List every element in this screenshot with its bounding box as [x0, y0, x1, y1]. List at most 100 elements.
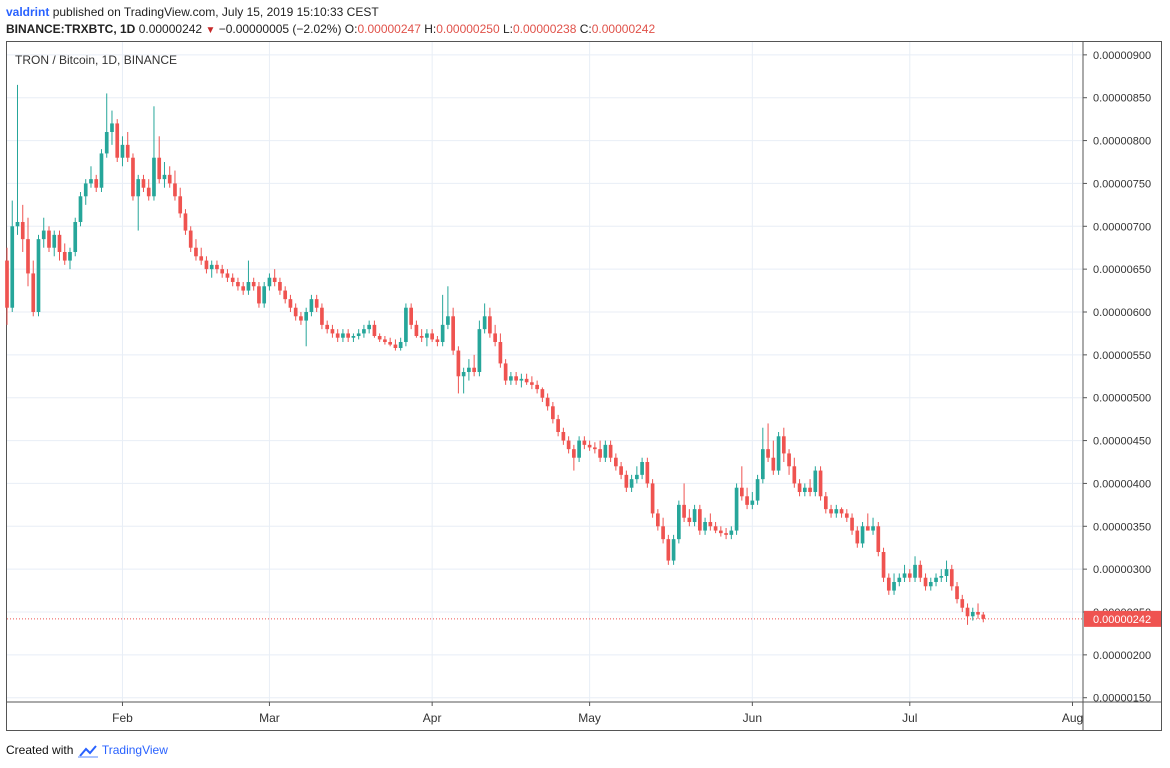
- candle-body: [755, 479, 760, 501]
- candle-body: [131, 157, 135, 197]
- candle-body: [745, 496, 749, 505]
- candle-body: [650, 483, 655, 514]
- x-tick-label: Aug: [1062, 711, 1083, 725]
- candle-body: [556, 419, 560, 432]
- candle-body: [47, 230, 51, 248]
- candle-body: [771, 457, 776, 471]
- candle-body: [146, 187, 151, 197]
- candle-body: [15, 222, 20, 227]
- candle-body: [640, 462, 644, 475]
- candle-body: [865, 526, 870, 531]
- y-tick-label: 0.00000400: [1093, 478, 1151, 490]
- candle-body: [94, 179, 99, 188]
- chart-title: TRON / Bitcoin, 1D, BINANCE: [15, 53, 178, 67]
- candle-body: [377, 336, 382, 340]
- y-tick-label: 0.00000450: [1093, 436, 1151, 448]
- y-tick-label: 0.00000650: [1093, 264, 1151, 276]
- candle-body: [89, 179, 93, 184]
- x-tick-label: Mar: [259, 711, 280, 725]
- candle-body: [115, 123, 120, 158]
- candle-body: [944, 569, 949, 576]
- y-tick-label: 0.00000850: [1093, 93, 1151, 105]
- candle-body: [834, 509, 839, 514]
- candle-body: [666, 539, 671, 561]
- candle-body: [551, 406, 555, 420]
- candle-body: [792, 466, 797, 484]
- candle-body: [41, 230, 46, 240]
- candle-body: [304, 312, 309, 321]
- candle-body: [456, 350, 461, 377]
- candle-body: [734, 487, 739, 531]
- candle-body: [535, 384, 539, 390]
- low-label: L:: [502, 22, 513, 36]
- candle-body: [918, 564, 923, 578]
- candle-body: [750, 500, 755, 505]
- author-link[interactable]: valdrint: [6, 5, 50, 19]
- candle-body: [976, 612, 980, 615]
- candle-body: [797, 483, 802, 492]
- candle-body: [928, 582, 933, 587]
- y-tick-label: 0.00000200: [1093, 650, 1151, 662]
- candle-body: [20, 222, 25, 240]
- candle-body: [981, 614, 986, 619]
- chart-frame[interactable]: [6, 41, 1162, 731]
- candle-body: [603, 444, 608, 458]
- candle-body: [320, 307, 324, 325]
- candle-body: [31, 273, 36, 312]
- candle-body: [383, 339, 387, 342]
- candle-body: [692, 509, 697, 522]
- candle-body: [855, 530, 860, 544]
- candle-body: [246, 282, 251, 291]
- candle-body: [220, 269, 225, 274]
- candle-body: [698, 509, 702, 531]
- candle-body: [136, 179, 141, 197]
- tradingview-cloud-icon: [77, 745, 98, 758]
- publish-text: published on TradingView.com, July 15, 2…: [52, 5, 379, 19]
- candle-body: [419, 336, 424, 338]
- candle-body: [503, 363, 508, 381]
- candle-body: [514, 376, 518, 381]
- candle-body: [194, 247, 198, 257]
- candle-body: [199, 256, 204, 261]
- candle-body: [173, 183, 177, 197]
- candle-body: [141, 179, 146, 188]
- candle-body: [739, 487, 744, 497]
- candle-body: [493, 333, 497, 342]
- last-price-tag: [1084, 610, 1161, 627]
- y-tick-label: 0.00000300: [1093, 564, 1151, 576]
- candle-body: [346, 333, 351, 338]
- last-price-tag-label: 0.00000242: [1093, 614, 1151, 626]
- candle-body: [671, 539, 676, 561]
- x-tick-label: Apr: [423, 711, 442, 725]
- candle-body: [152, 157, 156, 197]
- candle-body: [939, 576, 944, 578]
- candle-body: [813, 470, 818, 492]
- low-value: 0.00000238: [512, 22, 577, 36]
- candle-body: [99, 153, 104, 188]
- open-label: O:: [344, 22, 358, 36]
- candle-body: [330, 329, 335, 334]
- ohlc-legend: BINANCE:TRXBTC, 1D 0.00000242 ▼ −0.00000…: [6, 22, 655, 36]
- candle-body: [440, 324, 445, 342]
- candle-body: [472, 367, 476, 372]
- candle-body: [236, 282, 240, 287]
- candle-body: [823, 496, 828, 510]
- candle-body: [335, 333, 340, 338]
- candle-body: [241, 286, 246, 291]
- tradingview-link[interactable]: TradingView: [101, 743, 168, 757]
- candle-body: [393, 344, 398, 348]
- candle-body: [267, 277, 272, 287]
- candle-body: [425, 333, 429, 338]
- candle-body: [351, 336, 356, 338]
- candle-body: [120, 144, 125, 158]
- candle-body: [325, 324, 330, 330]
- candle-body: [167, 174, 172, 184]
- candle-body: [372, 324, 377, 336]
- candle-body: [530, 382, 534, 385]
- candle-body: [913, 564, 917, 578]
- candle-body: [656, 513, 660, 527]
- candle-body: [902, 573, 907, 578]
- candle-body: [204, 260, 209, 270]
- candle-body: [682, 504, 686, 518]
